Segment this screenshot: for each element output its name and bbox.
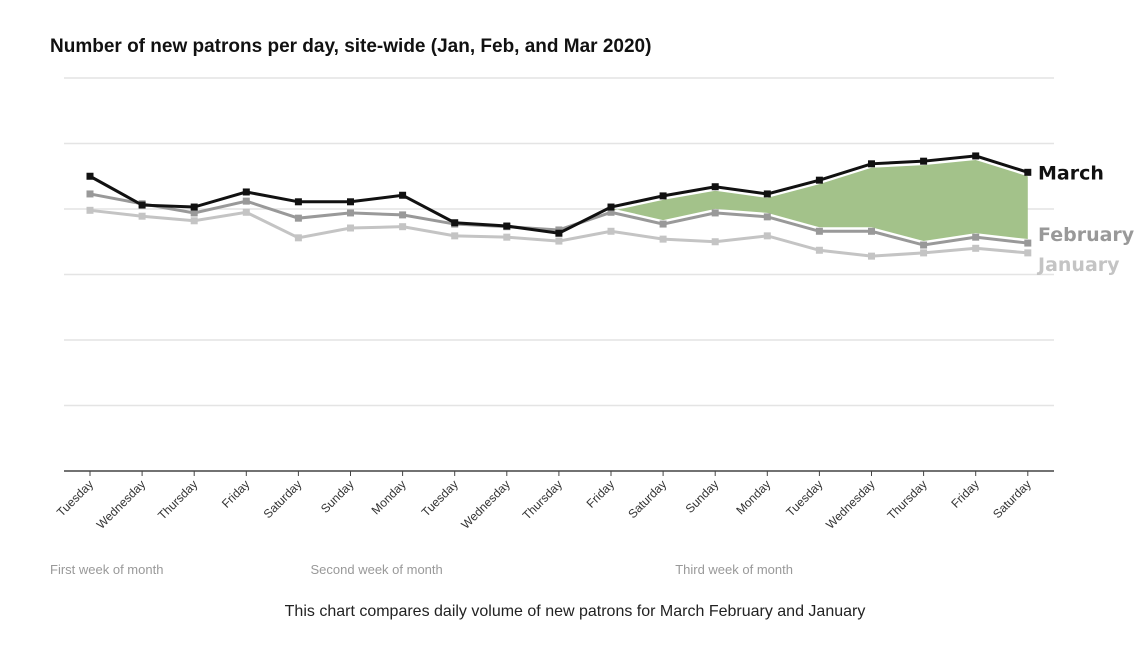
data-point-march	[711, 183, 719, 191]
x-tick-label: Thursday	[520, 477, 565, 522]
data-point-march	[451, 219, 459, 227]
data-point-february	[242, 197, 250, 205]
data-point-february	[920, 241, 928, 249]
data-point-january	[347, 224, 354, 232]
x-tick-label: Sunday	[683, 477, 722, 516]
data-point-february	[86, 190, 94, 198]
x-tick-label: Tuesday	[419, 477, 461, 519]
legend-label-february: February	[1038, 224, 1135, 246]
data-point-january	[399, 223, 407, 231]
data-point-january	[555, 237, 563, 245]
data-point-february	[607, 208, 615, 216]
data-point-march	[347, 198, 354, 206]
data-point-march	[868, 160, 875, 168]
data-point-february	[815, 227, 823, 235]
week-label: First week of month	[50, 562, 163, 577]
data-point-february	[868, 227, 875, 235]
x-tick-label: Sunday	[318, 477, 357, 516]
x-tick-label: Saturday	[625, 477, 669, 521]
data-point-january	[972, 244, 980, 252]
week-label: Third week of month	[675, 562, 793, 577]
data-point-march	[86, 172, 94, 180]
highlight-area	[611, 159, 1028, 242]
data-point-february	[347, 209, 354, 217]
data-point-january	[138, 212, 146, 220]
data-point-march	[399, 191, 407, 199]
data-point-march	[972, 152, 980, 160]
data-point-march	[1024, 168, 1032, 176]
data-point-march	[138, 201, 146, 209]
data-point-january	[451, 232, 459, 240]
x-tick-label: Saturday	[261, 477, 305, 521]
data-point-january	[242, 208, 250, 216]
data-point-february	[763, 213, 771, 221]
x-tick-label: Wednesday	[823, 477, 878, 532]
x-tick-label: Wednesday	[94, 477, 149, 532]
data-point-february	[711, 209, 719, 217]
x-tick-label: Friday	[219, 477, 252, 510]
data-point-march	[503, 222, 511, 230]
data-point-march	[659, 192, 667, 200]
x-tick-label: Wednesday	[458, 477, 513, 532]
data-point-january	[1024, 249, 1032, 257]
data-point-february	[1024, 239, 1032, 247]
data-point-january	[763, 232, 771, 240]
x-tick-label: Friday	[584, 477, 617, 510]
data-point-february	[294, 214, 302, 222]
x-tick-label: Friday	[948, 477, 981, 510]
data-point-january	[920, 249, 928, 257]
data-point-january	[503, 233, 511, 241]
data-point-march	[763, 190, 771, 198]
week-label: Second week of month	[311, 562, 443, 577]
data-point-february	[659, 220, 667, 228]
data-point-march	[815, 176, 823, 184]
chart-caption: This chart compares daily volume of new …	[284, 603, 866, 620]
data-point-march	[190, 203, 198, 211]
x-tick-label: Thursday	[155, 477, 200, 522]
data-point-march	[242, 188, 250, 196]
x-tick-label: Thursday	[884, 477, 929, 522]
x-tick-label: Tuesday	[54, 477, 96, 519]
data-point-january	[815, 246, 823, 254]
x-tick-label: Monday	[733, 477, 773, 517]
data-point-january	[607, 227, 615, 235]
data-point-march	[607, 203, 615, 211]
data-point-march	[920, 157, 928, 165]
x-tick-label: Monday	[369, 477, 409, 517]
data-point-march	[555, 229, 563, 237]
data-point-march	[294, 198, 302, 206]
chart-title: Number of new patrons per day, site-wide…	[50, 36, 652, 57]
data-point-january	[868, 252, 875, 260]
x-tick-label: Saturday	[990, 477, 1034, 521]
data-point-january	[190, 217, 198, 225]
data-point-february	[972, 233, 980, 241]
data-point-january	[294, 234, 302, 242]
data-point-january	[86, 206, 94, 214]
data-point-february	[399, 211, 407, 219]
legend-label-march: March	[1038, 162, 1104, 184]
legend-label-january: January	[1036, 254, 1120, 276]
data-point-january	[711, 238, 719, 246]
x-tick-label: Tuesday	[783, 477, 825, 519]
data-point-january	[659, 235, 667, 243]
data-point-february	[190, 209, 198, 217]
